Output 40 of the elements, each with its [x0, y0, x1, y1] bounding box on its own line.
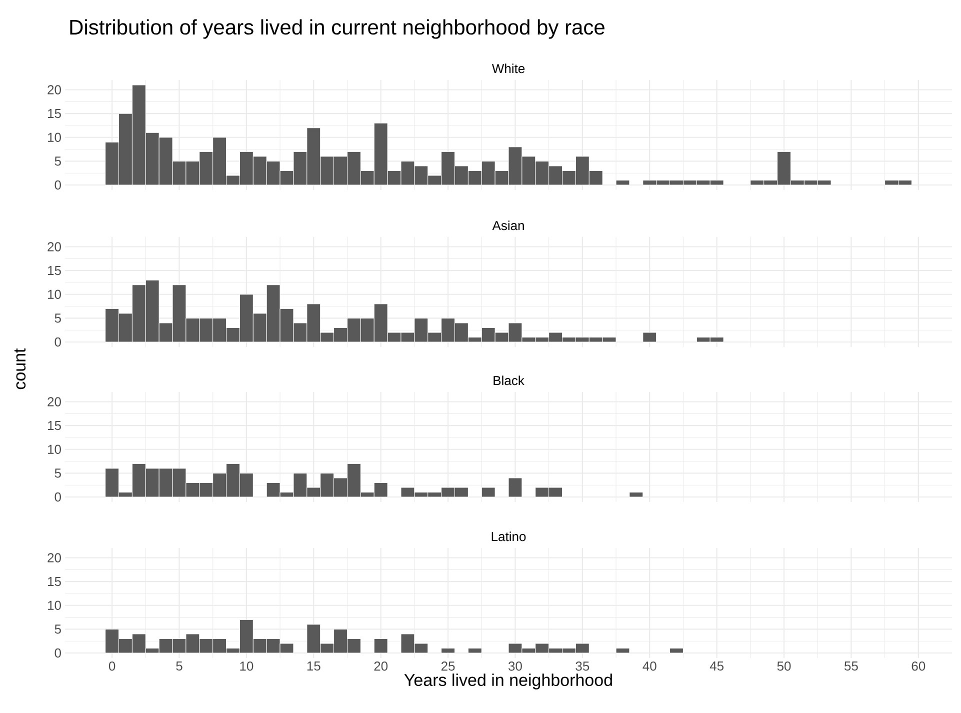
y-tick-label: 0 [54, 337, 61, 347]
y-tick-label: 5 [54, 468, 61, 478]
y-tick-label: 5 [54, 314, 61, 323]
x-tick-label: 15 [307, 662, 320, 671]
chart-subtitle: White [492, 64, 525, 74]
y-tick-label: 20 [48, 397, 61, 406]
x-tick-label: 45 [710, 662, 724, 671]
y-tick-label: 20 [48, 85, 61, 94]
x-axis-title: Years lived in neighborhood [404, 674, 612, 690]
y-tick-label: 15 [48, 421, 61, 430]
y-tick-label: 0 [54, 180, 61, 190]
chart-subtitle: Black [494, 376, 524, 386]
x-tick-label: 20 [374, 662, 388, 671]
y-tick-label: 10 [48, 290, 61, 299]
y-tick-label: 15 [48, 109, 61, 118]
x-tick-label: 0 [108, 662, 116, 671]
y-axis-title: count [14, 348, 26, 390]
y-tick-label: 20 [48, 242, 61, 252]
x-tick-label: 60 [912, 662, 926, 671]
chart-subtitle: Asian [492, 220, 524, 230]
x-tick-label: 50 [777, 662, 791, 671]
x-tick-label: 35 [576, 662, 590, 671]
x-tick-label: 25 [441, 662, 455, 671]
chart-subtitle: Latino [492, 532, 526, 542]
chart-title: Distribution of years lived in current neighborhood by race [70, 19, 604, 39]
y-tick-label: 5 [54, 156, 61, 166]
y-tick-label: 0 [54, 492, 61, 502]
x-tick-label: 40 [642, 662, 656, 671]
y-tick-label: 5 [54, 624, 61, 634]
y-tick-label: 15 [48, 577, 61, 586]
y-tick-label: 10 [48, 132, 61, 142]
y-tick-label: 10 [48, 444, 61, 454]
x-tick-label: 30 [508, 662, 522, 671]
x-tick-label: 10 [240, 662, 254, 671]
y-tick-label: 0 [54, 648, 61, 658]
y-tick-label: 15 [48, 266, 61, 276]
y-tick-label: 10 [48, 600, 61, 610]
x-tick-label: 5 [176, 662, 182, 671]
y-tick-label: 20 [48, 553, 61, 562]
x-tick-label: 55 [844, 662, 858, 671]
